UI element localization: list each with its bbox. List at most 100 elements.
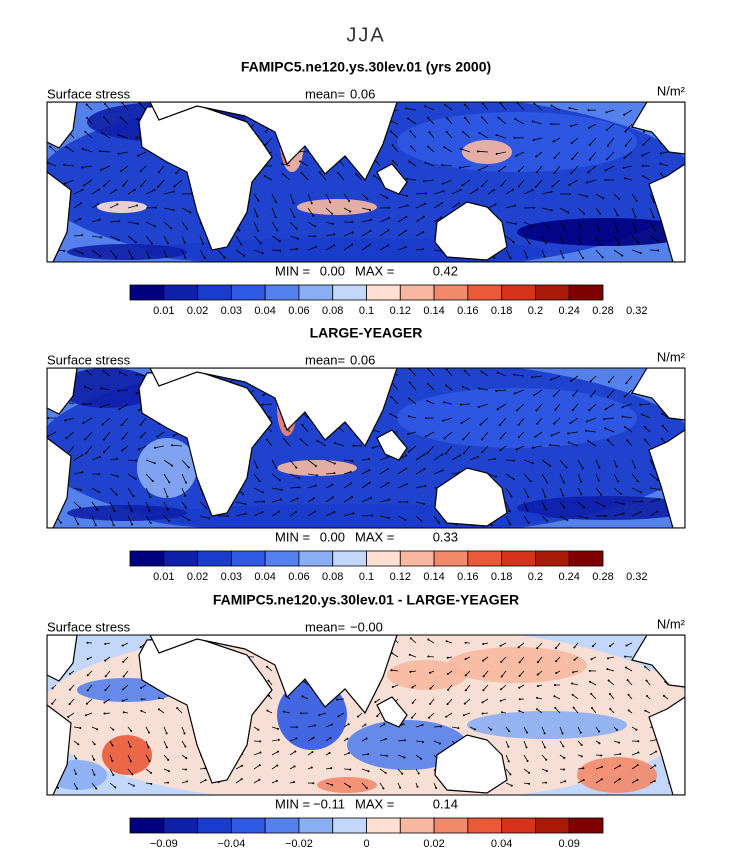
wind-arrow: [500, 656, 507, 663]
arrow-head: [68, 672, 71, 675]
wind-arrow: [91, 219, 100, 223]
arrow-head: [350, 496, 353, 499]
arrow-head: [99, 405, 102, 408]
wind-arrow: [104, 103, 111, 111]
wind-arrow: [379, 456, 388, 461]
wind-arrow: [613, 473, 619, 482]
arrow-head: [387, 229, 390, 232]
colorbar-box: [197, 817, 232, 834]
arrow-head: [346, 737, 349, 740]
wind-arrow: [127, 459, 137, 462]
wind-arrow: [84, 386, 93, 391]
arrow-head: [391, 144, 394, 147]
arrow-head: [531, 376, 534, 379]
arrow-head: [555, 660, 558, 663]
wind-arrow: [415, 501, 425, 505]
wind-arrow: [379, 217, 390, 223]
colorbar-box: [197, 284, 232, 301]
arrow-head: [86, 641, 89, 644]
wind-arrow: [554, 151, 561, 159]
wind-arrow: [607, 656, 615, 659]
arrow-head: [447, 688, 450, 691]
arrow-head: [442, 190, 445, 193]
arrow-head: [498, 170, 501, 173]
arrow-head: [497, 116, 500, 119]
arrow-head: [173, 185, 176, 188]
wind-arrow: [631, 459, 636, 468]
arrow-head: [333, 462, 336, 465]
wind-arrow: [127, 473, 136, 480]
arrow-head: [603, 418, 606, 421]
wind-arrow: [163, 207, 174, 211]
arrow-head: [295, 737, 298, 740]
mean-value: 0.06: [350, 86, 375, 101]
arrow-head: [463, 702, 466, 705]
arrow-head: [464, 689, 467, 692]
map-frame: [46, 367, 686, 529]
wind-arrow: [589, 681, 597, 686]
arrow-head: [368, 481, 371, 484]
wind-arrow: [123, 179, 129, 186]
arrow-head: [404, 246, 407, 249]
colorbar-box: [129, 284, 165, 301]
arrow-head: [518, 661, 521, 664]
colorbar-box: [467, 550, 503, 567]
colorbar-label: 0.02: [187, 305, 208, 317]
arrow-head: [659, 152, 662, 155]
wind-arrow: [379, 468, 388, 475]
wind-arrow: [391, 669, 399, 672]
wind-arrow: [625, 137, 633, 146]
arrow-head: [626, 439, 629, 442]
arrow-head: [408, 381, 411, 384]
wind-arrow: [463, 431, 471, 440]
colorbar-box: [366, 817, 401, 834]
arrow-head: [130, 510, 133, 513]
wind-arrow: [158, 165, 165, 173]
wind-arrow: [478, 388, 489, 391]
arrow-head: [276, 229, 279, 232]
arrow-head: [407, 450, 410, 453]
wind-arrow: [595, 235, 601, 245]
arrow-head: [113, 509, 116, 512]
wind-arrow: [158, 709, 165, 714]
arrow-head: [616, 214, 619, 217]
arrow-head: [118, 408, 121, 411]
wind-arrow: [391, 381, 399, 391]
wind-arrow: [498, 117, 507, 125]
arrow-head: [282, 438, 285, 441]
wind-arrow: [325, 221, 333, 225]
arrow-head: [589, 380, 592, 383]
arrow-head: [118, 238, 121, 241]
arrow-head: [441, 182, 444, 185]
arrow-head: [602, 197, 605, 200]
wind-arrow: [127, 221, 138, 225]
arrow-head: [567, 432, 570, 435]
arrow-head: [653, 780, 656, 783]
arrow-head: [115, 493, 118, 496]
max-label: MAX =: [355, 263, 394, 278]
wind-arrow: [397, 230, 407, 237]
arrow-head: [513, 392, 516, 395]
colorbar-label: 0.24: [559, 571, 580, 583]
arrow-head: [329, 736, 332, 739]
wind-arrow: [588, 123, 597, 129]
colorbar-label: −0.04: [217, 838, 245, 850]
wind-arrow: [642, 414, 651, 419]
wind-arrow: [410, 638, 417, 644]
arrow-head: [585, 420, 588, 423]
arrow-head: [147, 731, 150, 734]
wind-arrow: [91, 768, 95, 775]
wind-arrow: [613, 765, 621, 770]
wind-arrow: [282, 163, 291, 167]
wind-arrow: [343, 471, 351, 475]
arrow-head: [507, 760, 510, 763]
arrow-head: [117, 389, 120, 392]
wind-arrow: [559, 726, 563, 734]
wind-arrow: [85, 712, 93, 716]
arrow-head: [167, 770, 170, 773]
arrow-head: [277, 750, 280, 753]
panel-title: FAMIPC5.ne120.ys.30lev.01 - LARGE-YEAGER: [213, 592, 519, 608]
wind-arrow: [109, 515, 115, 526]
arrow-head: [100, 168, 103, 171]
wind-arrow: [480, 417, 489, 425]
